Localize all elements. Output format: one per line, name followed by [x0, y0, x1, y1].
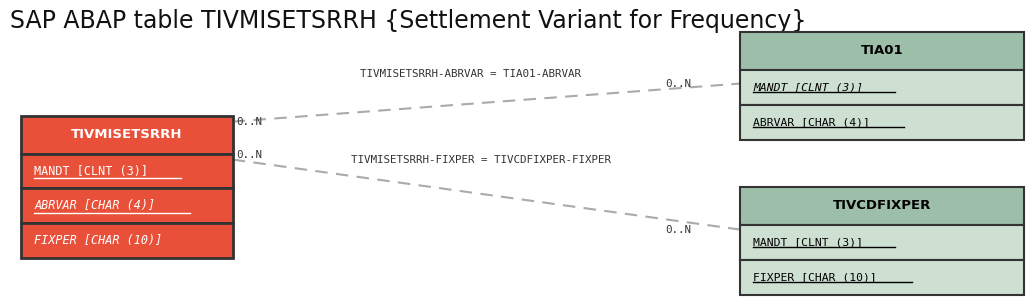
Text: TIVMISETSRRH-ABRVAR = TIA01-ABRVAR: TIVMISETSRRH-ABRVAR = TIA01-ABRVAR	[361, 70, 581, 79]
Text: ABRVAR [CHAR (4)]: ABRVAR [CHAR (4)]	[34, 199, 155, 212]
Text: MANDT [CLNT (3)]: MANDT [CLNT (3)]	[753, 82, 863, 92]
FancyBboxPatch shape	[740, 260, 1024, 295]
Text: FIXPER [CHAR (10)]: FIXPER [CHAR (10)]	[34, 234, 163, 247]
Text: TIVCDFIXPER: TIVCDFIXPER	[833, 199, 931, 212]
Text: TIVMISETSRRH: TIVMISETSRRH	[70, 128, 182, 141]
FancyBboxPatch shape	[740, 32, 1024, 70]
FancyBboxPatch shape	[740, 187, 1024, 225]
Text: MANDT [CLNT (3)]: MANDT [CLNT (3)]	[753, 237, 863, 247]
FancyBboxPatch shape	[740, 105, 1024, 140]
FancyBboxPatch shape	[740, 225, 1024, 260]
FancyBboxPatch shape	[21, 223, 233, 258]
Text: FIXPER [CHAR (10)]: FIXPER [CHAR (10)]	[753, 272, 876, 282]
Text: 0..N: 0..N	[236, 117, 262, 126]
FancyBboxPatch shape	[21, 116, 233, 154]
FancyBboxPatch shape	[21, 154, 233, 188]
FancyBboxPatch shape	[740, 70, 1024, 105]
Text: SAP ABAP table TIVMISETSRRH {Settlement Variant for Frequency}: SAP ABAP table TIVMISETSRRH {Settlement …	[10, 9, 807, 33]
Text: MANDT [CLNT (3)]: MANDT [CLNT (3)]	[34, 164, 148, 178]
Text: ABRVAR [CHAR (4)]: ABRVAR [CHAR (4)]	[753, 117, 870, 127]
Text: 0..N: 0..N	[665, 79, 691, 88]
Text: TIVMISETSRRH-FIXPER = TIVCDFIXPER-FIXPER: TIVMISETSRRH-FIXPER = TIVCDFIXPER-FIXPER	[351, 155, 611, 164]
Text: 0..N: 0..N	[665, 225, 691, 234]
FancyBboxPatch shape	[21, 188, 233, 223]
Text: 0..N: 0..N	[236, 150, 262, 160]
Text: TIA01: TIA01	[861, 44, 903, 57]
